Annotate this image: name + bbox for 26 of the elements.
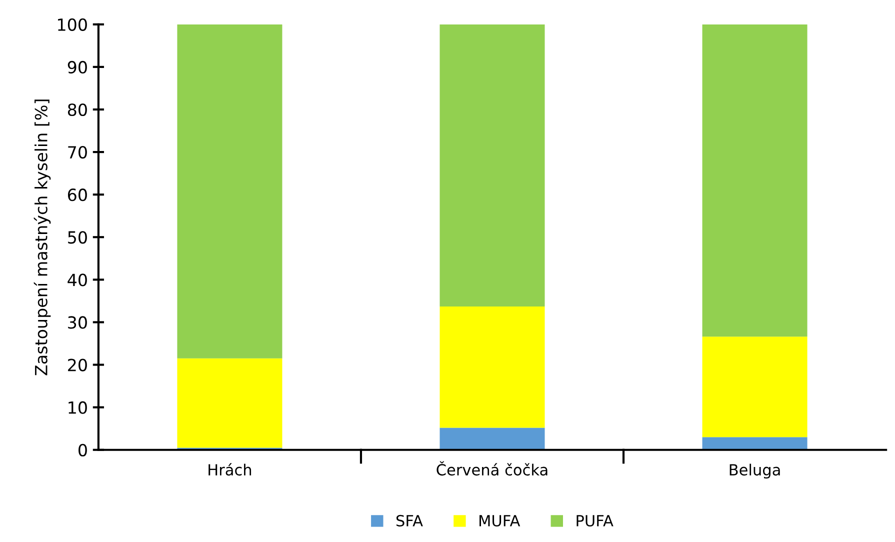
- bar: [177, 24, 282, 358]
- x-tick-label: Beluga: [730, 464, 780, 479]
- y-tick-label: 80: [68, 103, 87, 116]
- y-axis-title: Zastoupení mastných kyselin [%]: [34, 100, 51, 376]
- y-tick-label: 0: [78, 444, 87, 456]
- bar: [702, 336, 808, 438]
- y-tick-label: 50: [68, 231, 87, 244]
- y-tick-label: 40: [68, 274, 87, 286]
- bar: [702, 437, 808, 450]
- bar: [177, 358, 282, 448]
- y-tick-label: 100: [58, 18, 87, 31]
- y-tick-label: 60: [68, 188, 87, 202]
- legend-label: SFA: [396, 514, 423, 526]
- y-tick-label: 30: [68, 316, 87, 329]
- bar: [702, 24, 808, 337]
- y-tick-label: 70: [68, 146, 87, 159]
- legend-label: MUFA: [480, 515, 520, 526]
- bar: [440, 428, 545, 450]
- bar: [440, 306, 545, 428]
- y-tick-label: 10: [68, 401, 87, 414]
- x-tick-label: Červená čočka: [436, 461, 548, 476]
- y-tick-label: 20: [68, 358, 87, 372]
- bar: [440, 24, 545, 306]
- y-tick-label: 90: [68, 60, 87, 74]
- legend-label: PUFA: [576, 515, 614, 526]
- x-tick-label: Hrách: [208, 463, 252, 476]
